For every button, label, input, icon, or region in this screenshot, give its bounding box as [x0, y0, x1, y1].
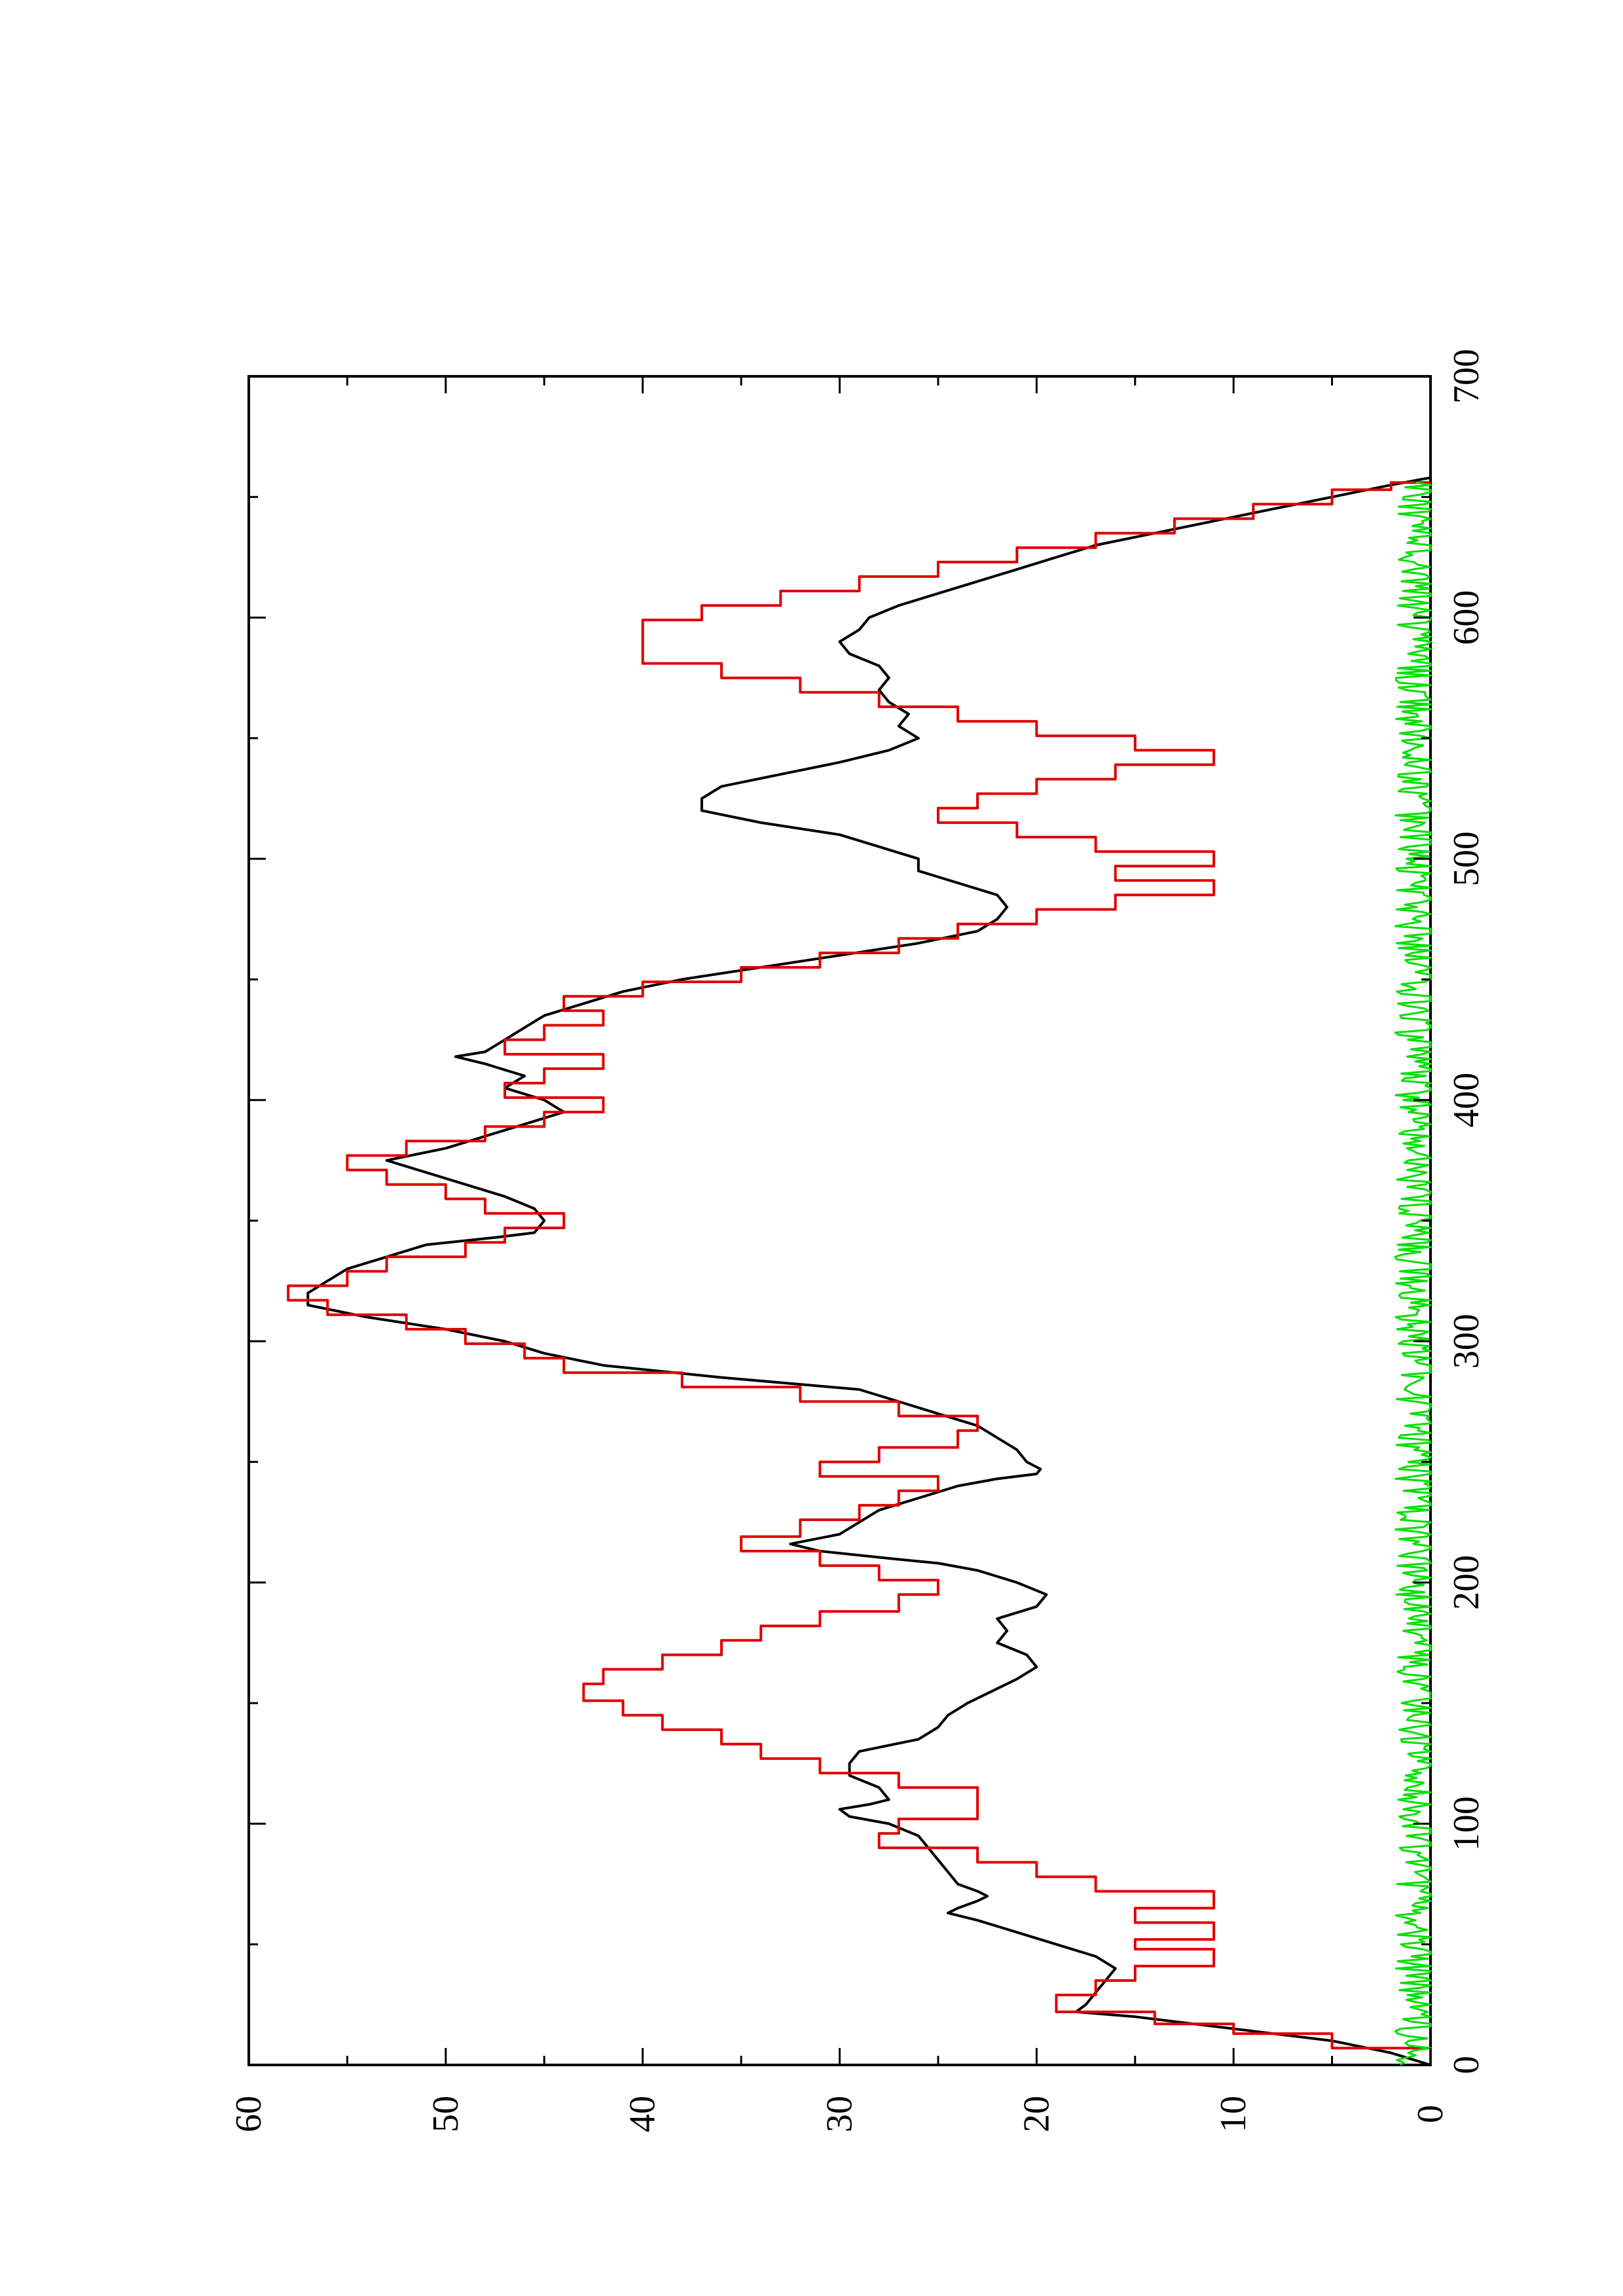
x-tick-label: 400	[1446, 1073, 1487, 1128]
series-red-step-line	[287, 481, 1432, 2065]
y-tick-label: 0	[1410, 2105, 1451, 2123]
y-tick-label: 30	[820, 2096, 860, 2132]
x-tick-label: 100	[1446, 1796, 1487, 1851]
series-green-noise-line	[1394, 481, 1432, 2066]
x-tick-label: 200	[1446, 1555, 1487, 1610]
y-tick-label: 60	[228, 2096, 269, 2132]
tick-labels: 0 100 200 300 400 500 600 700 0 10 20 30 40 50 60	[228, 349, 1487, 2132]
y-tick-label: 50	[426, 2096, 466, 2132]
x-tick-label: 300	[1446, 1314, 1487, 1369]
plot-border	[247, 375, 1432, 2066]
y-tick-label: 40	[623, 2096, 663, 2132]
y-tick-label: 20	[1016, 2096, 1057, 2132]
y-tick-label: 10	[1213, 2096, 1254, 2132]
series-black-line	[306, 476, 1431, 2066]
x-tick-label: 0	[1446, 2056, 1487, 2074]
ticks-layer	[247, 375, 1432, 2066]
x-tick-label: 700	[1446, 349, 1487, 404]
x-tick-label: 600	[1446, 590, 1487, 645]
series-layer	[287, 476, 1432, 2066]
plot-frame	[247, 375, 1432, 2066]
x-tick-label: 500	[1446, 831, 1487, 886]
